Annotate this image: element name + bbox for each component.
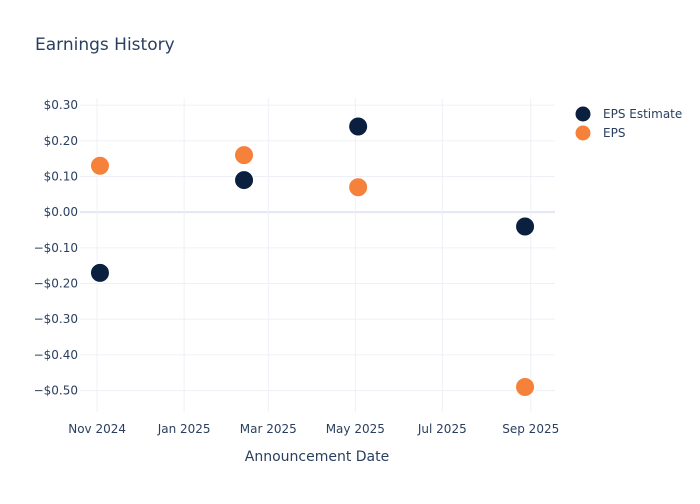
eps-estimate-point[interactable] bbox=[234, 170, 255, 191]
legend-label-eps-estimate[interactable]: EPS Estimate bbox=[603, 107, 682, 121]
x-tick-label: May 2025 bbox=[326, 422, 385, 436]
x-tick-label: Jul 2025 bbox=[417, 422, 467, 436]
legend-marker-eps-estimate[interactable] bbox=[574, 105, 592, 123]
y-tick-label: $0.20 bbox=[44, 134, 78, 148]
legend[interactable]: EPS Estimate EPS bbox=[574, 105, 682, 142]
eps-estimate-point[interactable] bbox=[348, 116, 369, 137]
chart-title: Earnings History bbox=[35, 35, 175, 55]
grid-lines bbox=[80, 98, 555, 412]
eps-point[interactable] bbox=[234, 145, 255, 166]
x-axis-title: Announcement Date bbox=[245, 449, 389, 465]
eps-point[interactable] bbox=[89, 155, 110, 176]
axis-labels: $0.30 $0.20 $0.10 $0.00 −$0.10 −$0.20 −$0.30 −$… bbox=[34, 98, 560, 436]
y-tick-label: −$0.50 bbox=[34, 384, 78, 398]
eps-estimate-point[interactable] bbox=[89, 262, 110, 283]
data-points bbox=[89, 116, 536, 398]
y-tick-label: −$0.40 bbox=[34, 348, 78, 362]
x-tick-label: Sep 2025 bbox=[502, 422, 559, 436]
eps-estimate-point[interactable] bbox=[515, 216, 536, 237]
x-tick-label: Mar 2025 bbox=[240, 422, 297, 436]
eps-point[interactable] bbox=[348, 177, 369, 198]
eps-point[interactable] bbox=[515, 377, 536, 398]
y-tick-label: −$0.20 bbox=[34, 277, 78, 291]
y-tick-label: $0.00 bbox=[44, 205, 78, 219]
y-tick-label: −$0.10 bbox=[34, 241, 78, 255]
x-tick-label: Nov 2024 bbox=[68, 422, 126, 436]
x-tick-label: Jan 2025 bbox=[157, 422, 211, 436]
y-tick-label: $0.10 bbox=[44, 170, 78, 184]
y-tick-label: −$0.30 bbox=[34, 312, 78, 326]
legend-marker-eps[interactable] bbox=[574, 124, 592, 142]
y-tick-label: $0.30 bbox=[44, 98, 78, 112]
legend-label-eps[interactable]: EPS bbox=[603, 126, 625, 140]
